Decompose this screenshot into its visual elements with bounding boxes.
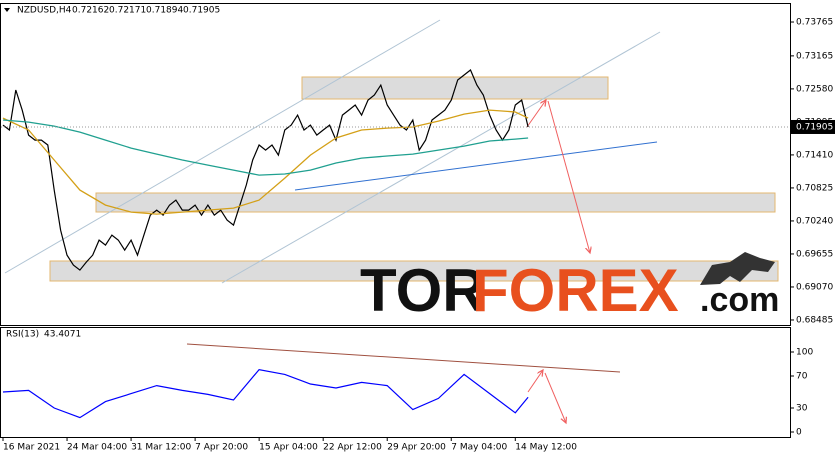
x-tick-label: 16 Mar 2021 [3,443,60,453]
y-tick-label: 30 [796,404,808,414]
series-line [2,368,529,419]
series-line [2,109,529,215]
arrow [544,372,566,423]
ohlc-value: 0.72162 [72,6,109,16]
bull-icon [700,252,775,285]
zone [95,192,776,213]
series-line [2,69,529,271]
y-tick-label: 0.70240 [796,216,833,226]
trend-line [294,141,658,191]
arrow [547,100,590,253]
y-tick-label: 100 [796,348,813,358]
ohlc: 0.72162 0.72171 0.71894 0.71905 [72,6,220,16]
symbol: NZDUSD,H4 [17,6,72,16]
rsi-trend-line [186,343,621,373]
x-tick-label: 31 Mar 12:00 [131,443,191,453]
y-tick-label: 70 [796,372,808,382]
drawings [4,19,661,423]
y-tick-label: 0.73765 [796,18,833,28]
arrow [526,100,546,128]
y-tick-label: 0.71410 [796,150,833,160]
watermark-text: FOREX [472,257,679,324]
x-tick-label: 24 Mar 04:00 [67,443,127,453]
price-tag [791,119,835,134]
y-tick-label: 0.70825 [796,183,833,193]
ohlc-value: 0.71905 [183,6,220,16]
arrow [527,370,543,393]
x-tick-label: 15 Apr 04:00 [259,443,318,453]
y-tick-label: 0 [796,428,802,438]
y-tick-label: 0.69070 [796,282,833,292]
channel-line [221,31,661,284]
x-tick-label: 29 Apr 20:00 [387,443,446,453]
y-tick-label: 0.68485 [796,315,833,325]
x-tick-label: 7 May 04:00 [451,443,507,453]
x-tick-label: 14 May 12:00 [515,443,577,453]
x-tick-label: 7 Apr 20:00 [195,443,248,453]
channel-line [4,19,441,274]
price-tag-label: 0.71905 [796,122,833,132]
series-line [2,119,529,176]
ohlc-value: 0.72171 [109,6,146,16]
y-tick-label: 0.73165 [796,51,833,61]
rsi-title: RSI(13) [6,330,39,340]
menu-icon [4,8,10,12]
x-tick-label: 22 Apr 12:00 [323,443,382,453]
y-tick-label: 0.69655 [796,249,833,259]
ohlc-value: 0.71894 [146,6,183,16]
zone [49,260,779,282]
watermark-text: TOR [360,257,486,324]
y-tick-label: 0.72580 [796,84,833,94]
watermark: TOR FOREX .com [360,252,779,324]
rsi-panel [0,327,791,438]
rsi-value: 43.4071 [44,330,81,340]
watermark-text: .com [700,281,779,319]
